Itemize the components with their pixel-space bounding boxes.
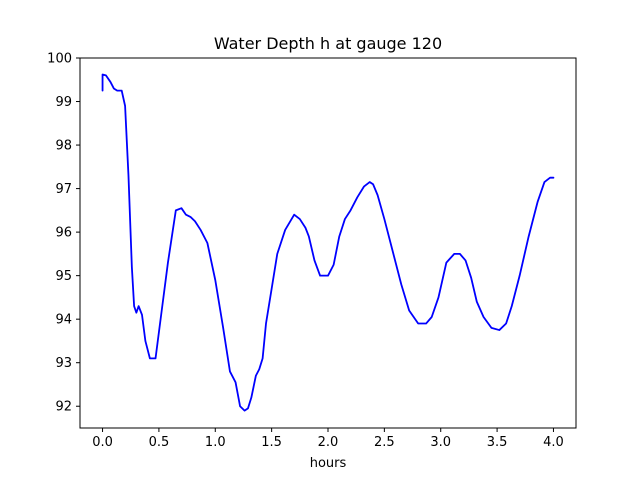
y-tick-label: 94	[55, 313, 72, 328]
x-tick-label: 4.0	[543, 435, 564, 450]
y-tick-label: 99	[55, 95, 72, 110]
x-tick-label: 0.5	[149, 435, 170, 450]
x-tick-label: 1.5	[261, 435, 282, 450]
x-tick-label: 2.0	[318, 435, 339, 450]
y-tick-label: 97	[55, 182, 72, 197]
x-axis-label: hours	[310, 456, 347, 471]
plot-frame	[79, 57, 577, 429]
x-tick-label: 0.0	[92, 435, 113, 450]
y-tick-label: 92	[55, 400, 72, 415]
y-tick-label: 96	[55, 226, 72, 241]
y-tick-label: 98	[55, 139, 72, 154]
y-tick-label: 93	[55, 356, 72, 371]
x-tick-label: 3.0	[430, 435, 451, 450]
series-line-0	[101, 73, 555, 412]
x-tick-label: 1.0	[205, 435, 226, 450]
chart-title: Water Depth h at gauge 120	[214, 34, 442, 53]
x-tick-label: 3.5	[487, 435, 508, 450]
x-tick-label: 2.5	[374, 435, 395, 450]
plot-area: 0.0 0.5 1.0 1.5 2.0 2.5 3.0 3.5 4.0 92 93 94 95 96 97 9…	[47, 52, 577, 450]
y-tick-label: 95	[55, 269, 72, 284]
y-tick-label: 100	[47, 52, 72, 67]
